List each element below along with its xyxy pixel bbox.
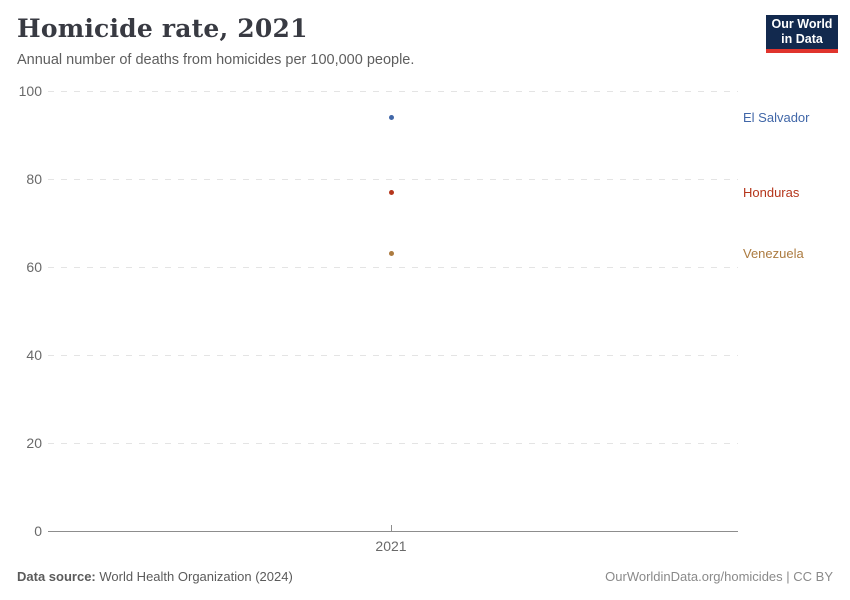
owid-logo-line2: in Data — [781, 32, 823, 46]
gridline-20 — [48, 443, 738, 444]
chart-subtitle: Annual number of deaths from homicides p… — [17, 52, 415, 68]
y-tick-label: 0 — [34, 523, 42, 539]
data-source-value: World Health Organization (2024) — [95, 569, 293, 584]
credit-link[interactable]: OurWorldinData.org/homicides | CC BY — [605, 569, 833, 584]
owid-logo-line1: Our World — [771, 17, 833, 32]
gridline-80 — [48, 179, 738, 180]
data-source-text: Data source: World Health Organization (… — [17, 569, 293, 584]
x-axis-line — [48, 531, 738, 532]
gridline-100 — [48, 91, 738, 92]
y-tick-label: 20 — [26, 435, 42, 451]
data-source-label: Data source: — [17, 569, 96, 584]
data-point-honduras[interactable] — [388, 189, 394, 195]
y-tick-label: 80 — [26, 171, 42, 187]
y-tick-label: 40 — [26, 347, 42, 363]
x-axis-tick — [391, 525, 392, 531]
x-tick-label: 2021 — [375, 538, 407, 554]
owid-logo[interactable]: Our World in Data — [766, 15, 838, 53]
entity-label-honduras[interactable]: Honduras — [743, 184, 800, 200]
chart-title: Homicide rate, 2021 — [17, 14, 308, 43]
chart-footer: Data source: World Health Organization (… — [17, 569, 833, 584]
data-point-venezuela[interactable] — [388, 251, 394, 257]
y-tick-label: 60 — [26, 259, 42, 275]
entity-label-venezuela[interactable]: Venezuela — [743, 246, 804, 262]
gridline-60 — [48, 267, 738, 268]
entity-label-el-salvador[interactable]: El Salvador — [743, 109, 810, 125]
gridline-40 — [48, 355, 738, 356]
y-tick-label: 100 — [18, 83, 42, 99]
data-point-el-salvador[interactable] — [388, 114, 394, 120]
